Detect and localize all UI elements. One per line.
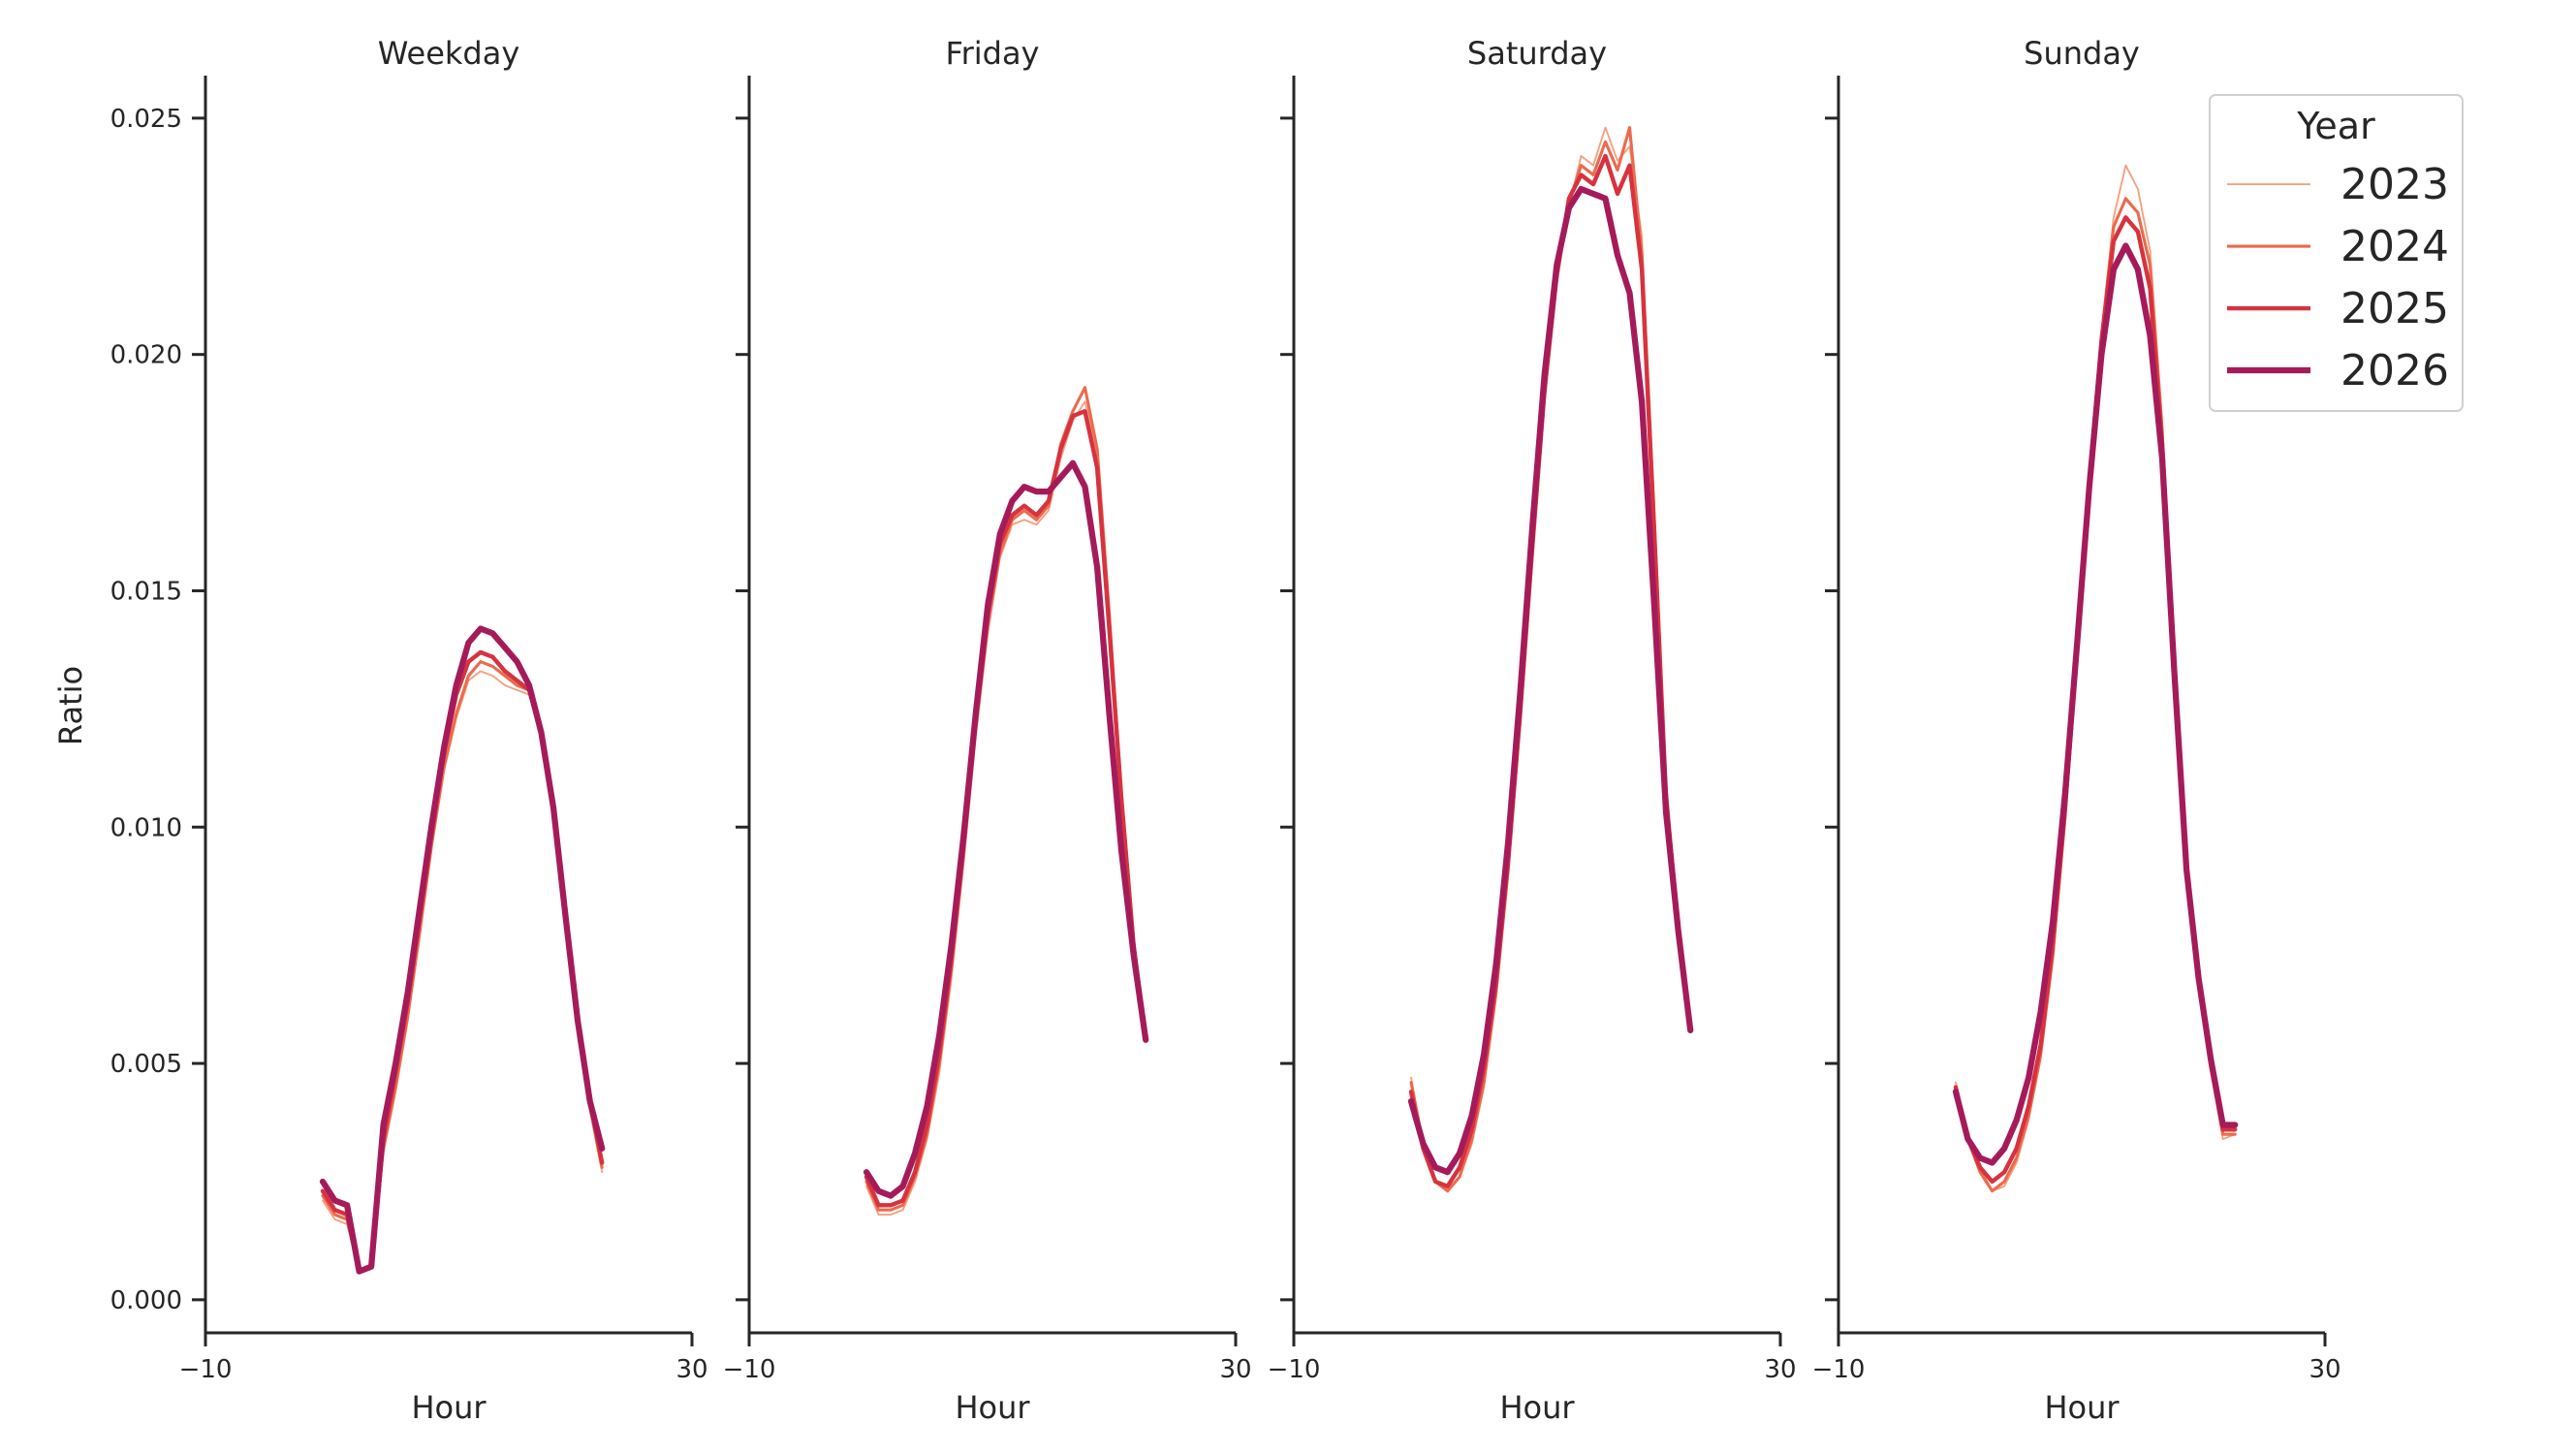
x-axis-label: Hour	[2044, 1389, 2120, 1426]
x-tick-label: 30	[1219, 1355, 1251, 1384]
panel-weekday: Weekday 0.000 0.005 0.010 0.015 0.020 0.025 −10…	[110, 35, 708, 1426]
y-tick-label: 0.010	[110, 813, 182, 842]
y-tick-label: 0.015	[110, 577, 182, 606]
panel-title: Sunday	[2024, 35, 2140, 72]
x-tick-label: −10	[723, 1355, 776, 1384]
series-line-2026	[1952, 242, 2239, 1166]
series-line-2024	[321, 660, 604, 1274]
series-line-2024	[1954, 197, 2237, 1193]
chart-panels: Weekday 0.000 0.005 0.010 0.015 0.020 0.025 −10…	[52, 35, 2341, 1426]
y-tick-label: 0.025	[110, 105, 182, 134]
panel-title: Saturday	[1467, 35, 1607, 72]
x-tick-label: 30	[2309, 1355, 2340, 1384]
x-axis-label: Hour	[955, 1389, 1030, 1426]
panel-sunday: Sunday −10 30 Hour	[1812, 35, 2341, 1426]
panel-title: Friday	[946, 35, 1040, 72]
x-tick-label: −10	[1268, 1355, 1321, 1384]
legend-label-2025: 2025	[2340, 284, 2449, 333]
series-line-2025	[1953, 215, 2238, 1185]
series-line-2024	[1409, 126, 1692, 1193]
series-line-2026	[863, 459, 1149, 1199]
legend-label-2024: 2024	[2340, 222, 2449, 271]
y-axis-label: Ratio	[52, 666, 89, 745]
legend-title: Year	[2296, 105, 2375, 147]
series-line-2023	[322, 670, 604, 1273]
x-tick-label: 30	[675, 1355, 707, 1384]
y-tick-label: 0.020	[110, 341, 182, 370]
panel-title: Weekday	[378, 35, 520, 72]
x-axis-label: Hour	[1499, 1389, 1575, 1426]
series-line-2025	[864, 409, 1148, 1208]
series-line-2026	[319, 625, 606, 1275]
series-line-2023	[1410, 126, 1692, 1192]
panel-saturday: Saturday −10 30 Hour	[1268, 35, 1797, 1426]
panel-friday: Friday −10 30 Hour	[723, 35, 1252, 1426]
legend-box	[2209, 94, 2464, 412]
legend-label-2023: 2023	[2340, 160, 2449, 209]
series-line-2023	[1955, 164, 2237, 1192]
x-axis-label: Hour	[411, 1389, 487, 1426]
legend: Year 2023 2024 2025 2026	[2209, 94, 2464, 412]
x-tick-label: −10	[1812, 1355, 1866, 1384]
y-tick-label: 0.005	[110, 1050, 182, 1079]
series-line-2026	[1407, 185, 1694, 1176]
x-tick-label: 30	[1764, 1355, 1796, 1384]
legend-label-2026: 2026	[2340, 346, 2449, 395]
y-tick-label: 0.000	[110, 1286, 182, 1315]
series-line-2025	[320, 649, 605, 1274]
x-tick-label: −10	[179, 1355, 233, 1384]
